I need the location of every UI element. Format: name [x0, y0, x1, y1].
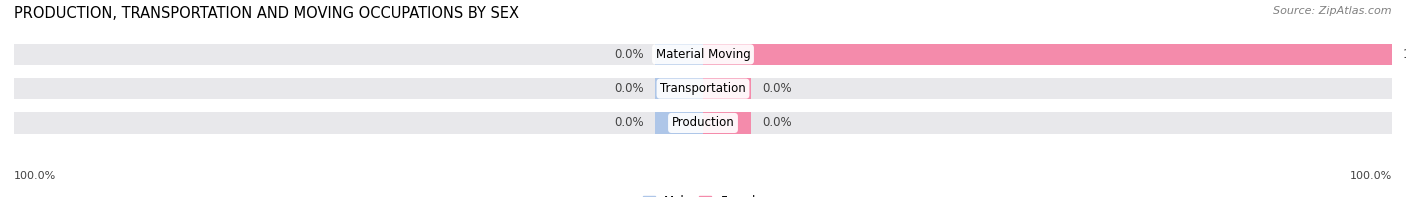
Text: 0.0%: 0.0%: [614, 116, 644, 129]
Bar: [703, 44, 1392, 65]
Text: Source: ZipAtlas.com: Source: ZipAtlas.com: [1274, 6, 1392, 16]
Bar: [703, 112, 751, 134]
Text: 0.0%: 0.0%: [614, 82, 644, 95]
Text: 0.0%: 0.0%: [614, 48, 644, 61]
Text: PRODUCTION, TRANSPORTATION AND MOVING OCCUPATIONS BY SEX: PRODUCTION, TRANSPORTATION AND MOVING OC…: [14, 6, 519, 21]
Bar: [655, 112, 703, 134]
Bar: [703, 78, 751, 99]
Text: Production: Production: [672, 116, 734, 129]
Text: 100.0%: 100.0%: [1403, 48, 1406, 61]
Text: 100.0%: 100.0%: [14, 171, 56, 181]
Text: Material Moving: Material Moving: [655, 48, 751, 61]
Bar: [14, 112, 1392, 134]
Bar: [703, 44, 751, 65]
Bar: [655, 44, 703, 65]
Text: 100.0%: 100.0%: [1350, 171, 1392, 181]
Bar: [14, 44, 1392, 65]
Bar: [655, 78, 703, 99]
Bar: [14, 78, 1392, 99]
Text: 0.0%: 0.0%: [762, 82, 792, 95]
Legend: Male, Female: Male, Female: [638, 190, 768, 197]
Text: Transportation: Transportation: [661, 82, 745, 95]
Text: 0.0%: 0.0%: [762, 116, 792, 129]
